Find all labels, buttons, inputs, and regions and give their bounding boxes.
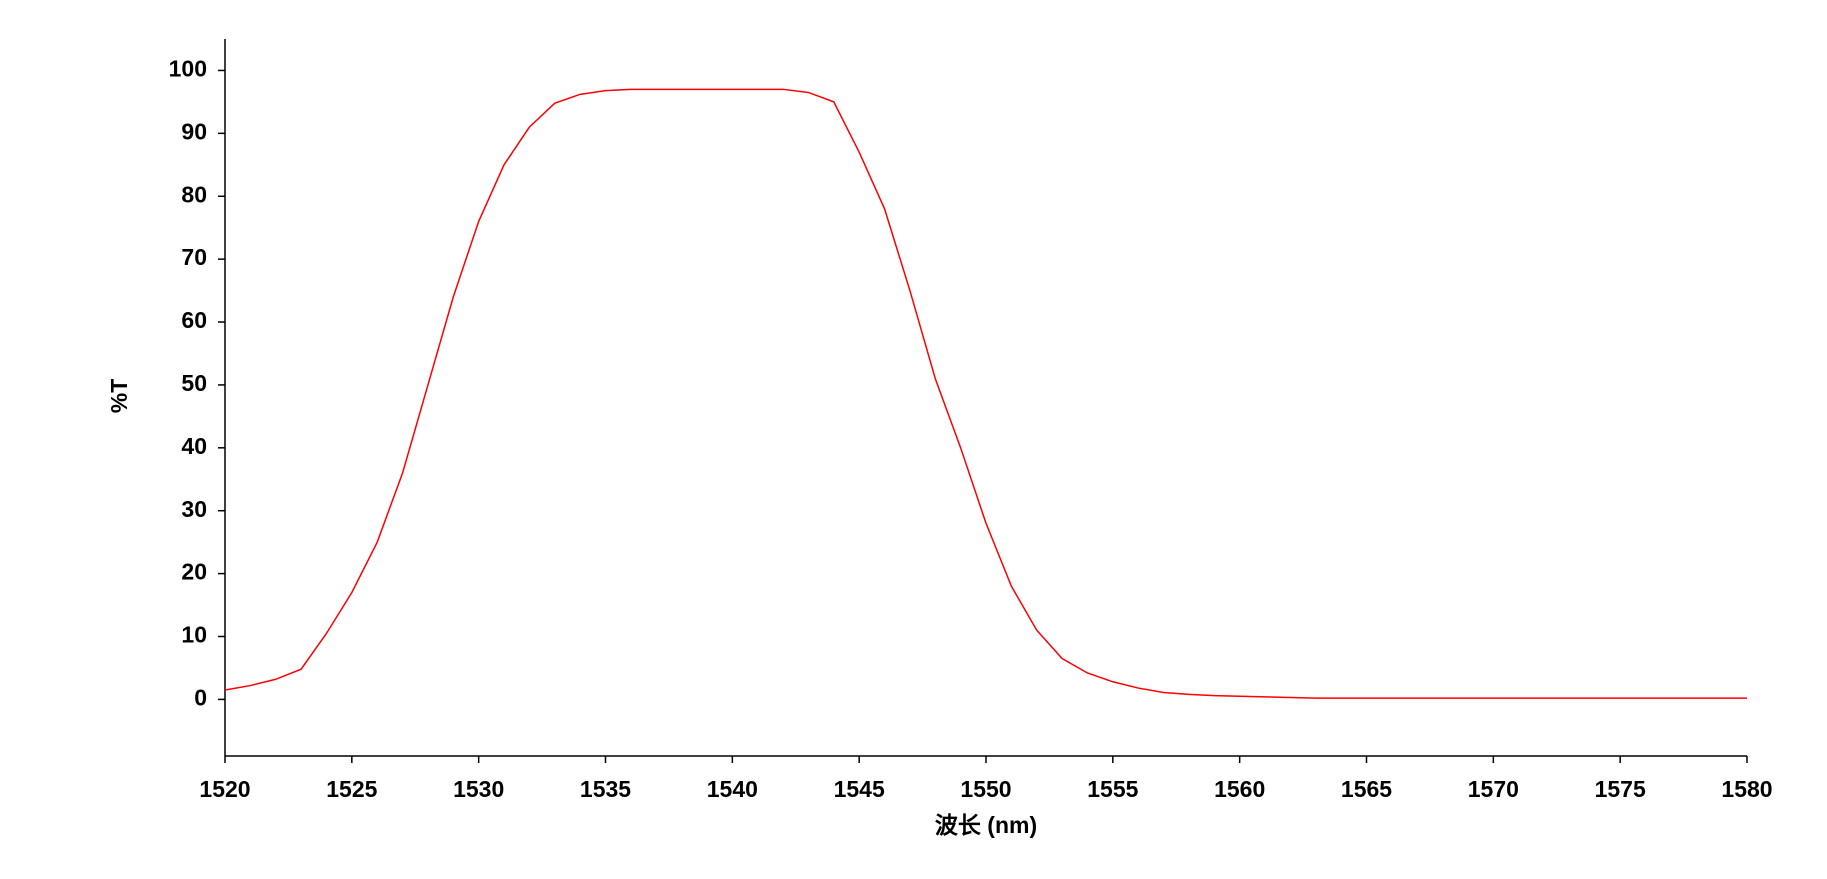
y-tick-label: 20 [181, 559, 207, 585]
y-tick-label: 10 [181, 622, 207, 648]
y-axis-label: %T [106, 379, 132, 414]
x-tick-label: 1535 [580, 776, 631, 802]
x-tick-label: 1575 [1595, 776, 1646, 802]
y-tick-label: 70 [181, 244, 207, 270]
data-line [224, 88, 1747, 699]
x-tick-label: 1550 [960, 776, 1011, 802]
y-tick-label: 0 [194, 684, 207, 710]
x-tick-label: 1570 [1468, 776, 1519, 802]
x-tick-label: 1540 [707, 776, 758, 802]
x-tick-label: 1565 [1341, 776, 1392, 802]
x-tick-label: 1580 [1721, 776, 1772, 802]
y-tick-label: 80 [181, 181, 207, 207]
y-tick-label: 40 [181, 433, 207, 459]
x-tick-label: 1520 [199, 776, 250, 802]
y-tick-label: 30 [181, 496, 207, 522]
x-tick-label: 1525 [326, 776, 377, 802]
x-tick-label: 1530 [453, 776, 504, 802]
y-tick-label: 50 [181, 370, 207, 396]
x-tick-label: 1555 [1087, 776, 1138, 802]
y-tick-label: 60 [181, 307, 207, 333]
y-tick-label: 100 [169, 56, 207, 82]
x-tick-label: 1560 [1214, 776, 1265, 802]
y-tick-label: 90 [181, 118, 207, 144]
x-tick-label: 1545 [834, 776, 885, 802]
x-axis-label: 波长 (nm) [935, 812, 1037, 838]
